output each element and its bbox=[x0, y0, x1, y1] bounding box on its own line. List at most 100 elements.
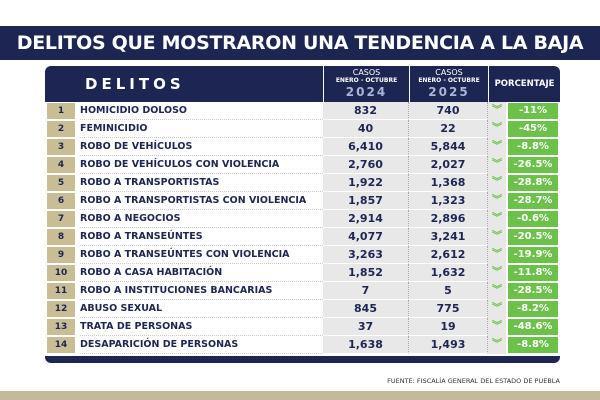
cases-2025: 19 bbox=[409, 318, 488, 336]
table-row: 5 ROBO A TRANSPORTISTAS 1,922 1,368 ︾ -2… bbox=[45, 174, 560, 192]
down-arrow-icon: ︾ bbox=[488, 192, 506, 210]
percent-change: -28.5% bbox=[508, 283, 558, 299]
page-title: DELITOS QUE MOSTRARON UNA TENDENCIA A LA… bbox=[0, 26, 600, 60]
down-arrow-icon: ︾ bbox=[488, 138, 506, 156]
crime-name: FEMINICIDIO bbox=[80, 120, 323, 138]
percent-change: -0.6% bbox=[508, 211, 558, 227]
row-number: 13 bbox=[47, 319, 75, 335]
down-arrow-icon: ︾ bbox=[488, 282, 506, 300]
row-number: 1 bbox=[47, 103, 75, 119]
casos-label: CASOS bbox=[435, 68, 463, 77]
table-row: 14 DESAPARICIÓN DE PERSONAS 1,638 1,493 … bbox=[45, 336, 560, 354]
percent-change: -11% bbox=[508, 103, 558, 119]
row-number: 12 bbox=[47, 301, 75, 317]
cases-2025: 5,844 bbox=[409, 138, 488, 156]
table-row: 11 ROBO A INSTITUCIONES BANCARIAS 7 5 ︾ … bbox=[45, 282, 560, 300]
down-arrow-icon: ︾ bbox=[488, 318, 506, 336]
casos-label: CASOS bbox=[352, 68, 381, 77]
table-header: DELITOS CASOS ENERO - OCTUBRE 2024 CASOS… bbox=[45, 66, 560, 102]
row-number: 8 bbox=[47, 229, 75, 245]
down-arrow-icon: ︾ bbox=[488, 228, 506, 246]
cases-2024: 6,410 bbox=[323, 138, 409, 156]
percent-change: -8.8% bbox=[508, 139, 558, 155]
table-row: 4 ROBO DE VEHÍCULOS CON VIOLENCIA 2,760 … bbox=[45, 156, 560, 174]
table-row: 8 ROBO A TRANSEÚNTES 4,077 3,241 ︾ -20.5… bbox=[45, 228, 560, 246]
header-2024: CASOS ENERO - OCTUBRE 2024 bbox=[323, 66, 409, 102]
header-delitos: DELITOS bbox=[45, 66, 323, 102]
percent-change: -8.2% bbox=[508, 301, 558, 317]
down-arrow-icon: ︾ bbox=[488, 336, 506, 354]
header-porcentaje: PORCENTAJE bbox=[488, 66, 560, 102]
periodo-label: ENERO - OCTUBRE bbox=[418, 77, 480, 84]
down-arrow-icon: ︾ bbox=[488, 210, 506, 228]
cases-2024: 40 bbox=[323, 120, 409, 138]
row-number: 4 bbox=[47, 157, 75, 173]
header-2025: CASOS ENERO - OCTUBRE 2025 bbox=[409, 66, 488, 102]
cases-2025: 2,027 bbox=[409, 156, 488, 174]
year-2024: 2024 bbox=[345, 85, 388, 99]
down-arrow-icon: ︾ bbox=[488, 156, 506, 174]
table-row: 13 TRATA DE PERSONAS 37 19 ︾ -48.6% bbox=[45, 318, 560, 336]
periodo-label: ENERO - OCTUBRE bbox=[335, 77, 398, 84]
cases-2024: 1,857 bbox=[323, 192, 409, 210]
source-note: FUENTE: FISCALÍA GENERAL DEL ESTADO DE P… bbox=[387, 377, 560, 385]
cases-2024: 1,638 bbox=[323, 336, 409, 354]
down-arrow-icon: ︾ bbox=[488, 264, 506, 282]
crime-table: DELITOS CASOS ENERO - OCTUBRE 2024 CASOS… bbox=[45, 66, 560, 354]
cases-2024: 2,914 bbox=[323, 210, 409, 228]
row-number: 9 bbox=[47, 247, 75, 263]
crime-name: TRATA DE PERSONAS bbox=[80, 318, 323, 336]
percent-change: -19.9% bbox=[508, 247, 558, 263]
row-number: 5 bbox=[47, 175, 75, 191]
percent-change: -48.6% bbox=[508, 319, 558, 335]
cases-2025: 2,896 bbox=[409, 210, 488, 228]
percent-change: -8.8% bbox=[508, 337, 558, 353]
percent-change: -11.8% bbox=[508, 265, 558, 281]
crime-name: ROBO A NEGOCIOS bbox=[80, 210, 323, 228]
row-number: 11 bbox=[47, 283, 75, 299]
crime-name: ROBO DE VEHÍCULOS bbox=[80, 138, 323, 156]
down-arrow-icon: ︾ bbox=[488, 300, 506, 318]
crime-name: HOMICIDIO DOLOSO bbox=[80, 102, 323, 120]
row-number: 3 bbox=[47, 139, 75, 155]
cases-2025: 1,368 bbox=[409, 174, 488, 192]
table-row: 2 FEMINICIDIO 40 22 ︾ -45% bbox=[45, 120, 560, 138]
cases-2024: 845 bbox=[323, 300, 409, 318]
cases-2025: 5 bbox=[409, 282, 488, 300]
table-row: 10 ROBO A CASA HABITACIÓN 1,852 1,632 ︾ … bbox=[45, 264, 560, 282]
crime-name: ROBO A INSTITUCIONES BANCARIAS bbox=[80, 282, 323, 300]
table-row: 1 HOMICIDIO DOLOSO 832 740 ︾ -11% bbox=[45, 102, 560, 120]
percent-change: -28.8% bbox=[508, 175, 558, 191]
cases-2025: 2,612 bbox=[409, 246, 488, 264]
down-arrow-icon: ︾ bbox=[488, 120, 506, 138]
crime-name: ROBO A TRANSEÚNTES CON VIOLENCIA bbox=[80, 246, 323, 264]
crime-name: DESAPARICIÓN DE PERSONAS bbox=[80, 336, 323, 354]
cases-2025: 740 bbox=[409, 102, 488, 120]
cases-2025: 1,493 bbox=[409, 336, 488, 354]
table-row: 3 ROBO DE VEHÍCULOS 6,410 5,844 ︾ -8.8% bbox=[45, 138, 560, 156]
percent-change: -26.5% bbox=[508, 157, 558, 173]
row-number: 7 bbox=[47, 211, 75, 227]
table-footer-bar bbox=[45, 356, 560, 363]
cases-2024: 4,077 bbox=[323, 228, 409, 246]
crime-name: ROBO A CASA HABITACIÓN bbox=[80, 264, 323, 282]
year-2025: 2025 bbox=[428, 85, 470, 99]
percent-change: -28.7% bbox=[508, 193, 558, 209]
bottom-strip bbox=[0, 391, 600, 400]
crime-name: ROBO DE VEHÍCULOS CON VIOLENCIA bbox=[80, 156, 323, 174]
cases-2024: 1,922 bbox=[323, 174, 409, 192]
down-arrow-icon: ︾ bbox=[488, 246, 506, 264]
row-number: 6 bbox=[47, 193, 75, 209]
row-number: 14 bbox=[47, 337, 75, 353]
percent-change: -20.5% bbox=[508, 229, 558, 245]
table-row: 12 ABUSO SEXUAL 845 775 ︾ -8.2% bbox=[45, 300, 560, 318]
cases-2025: 1,323 bbox=[409, 192, 488, 210]
cases-2025: 3,241 bbox=[409, 228, 488, 246]
table-row: 7 ROBO A NEGOCIOS 2,914 2,896 ︾ -0.6% bbox=[45, 210, 560, 228]
percent-change: -45% bbox=[508, 121, 558, 137]
cases-2025: 775 bbox=[409, 300, 488, 318]
row-number: 10 bbox=[47, 265, 75, 281]
crime-name: ROBO A TRANSPORTISTAS CON VIOLENCIA bbox=[80, 192, 323, 210]
cases-2024: 832 bbox=[323, 102, 409, 120]
down-arrow-icon: ︾ bbox=[488, 174, 506, 192]
